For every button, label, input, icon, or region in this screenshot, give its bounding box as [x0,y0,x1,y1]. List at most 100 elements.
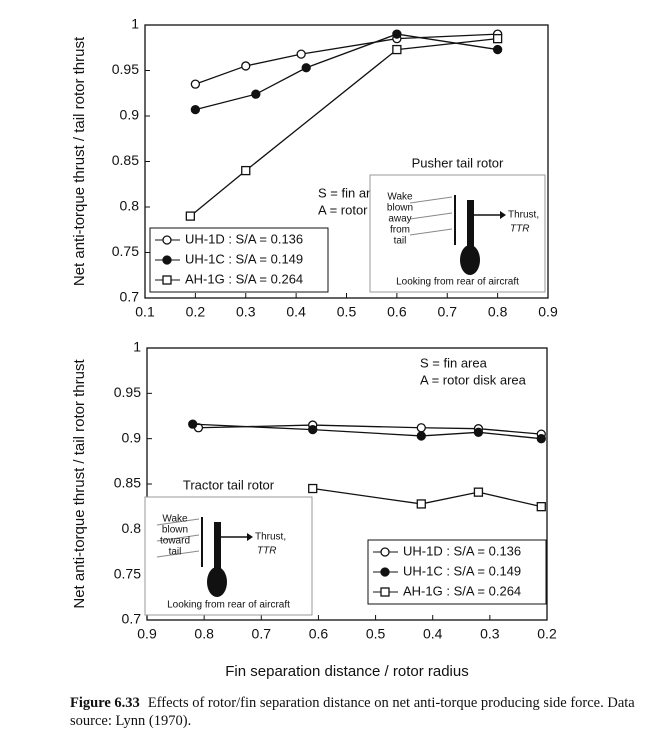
legend-label: AH-1G : S/A = 0.264 [403,583,521,598]
legend-marker [162,235,172,245]
x-tick-label: 0.5 [366,626,386,642]
arrow-head [247,533,253,541]
data-point [301,63,311,73]
legend-marker [380,567,390,577]
data-point [392,44,402,55]
inset-box [144,496,313,616]
annotation: S = fin area [318,185,386,200]
inset-label: Wake [162,514,188,525]
annotation: S = fin area [420,355,488,370]
series-line [189,38,498,217]
inset-label: away [388,214,411,225]
data-point [308,483,318,494]
x-tick-label: 0.9 [137,626,157,642]
data-point [492,34,503,44]
x-tick-label: 0.7 [252,626,272,642]
wake-arrow [156,550,200,558]
y-tick-label: 0.75 [112,243,139,259]
inset-label: blown [387,203,413,214]
y-tick-label: 0.75 [114,565,141,581]
fuselage [214,522,221,580]
legend-label: UH-1D : S/A = 0.136 [185,231,303,246]
inset-label: toward [160,536,190,547]
caption-text: Effects of rotor/fin separation distance… [70,695,635,729]
inset-label: from [390,225,410,236]
x-tick-label: 0.5 [337,304,357,320]
data-point [188,419,198,429]
series-line [195,33,498,85]
legend-marker [162,255,172,265]
legend-marker [380,587,390,597]
data-point [492,44,503,55]
wake-arrow [409,196,453,204]
y-tick-label: 0.9 [120,107,140,123]
arrow-head [500,211,506,219]
y-tick-label: 0.9 [122,429,142,445]
data-point [536,434,546,444]
data-point [185,211,195,221]
legend-label: UH-1D : S/A = 0.136 [403,543,521,558]
x-tick-label: 0.3 [480,626,500,642]
inset-label: blown [162,525,188,536]
x-tick-label: 0.8 [194,626,214,642]
data-point [392,29,402,39]
data-point [241,61,251,71]
y-axis-label: Net anti-torque thrust / tail rotor thru… [71,359,88,609]
data-point [416,431,426,441]
x-tick-label: 0.4 [423,626,443,642]
legend-label: AH-1G : S/A = 0.264 [185,271,303,286]
inset-footer: Looking from rear of aircraft [396,277,519,288]
data-point [190,104,201,115]
wake-arrow [156,518,200,526]
y-axis-label: Net anti-torque thrust / tail rotor thru… [71,36,88,286]
x-axis-label: Fin separation distance / rotor radius [225,663,468,680]
x-tick-label: 0.1 [135,304,155,320]
y-tick-label: 1 [131,16,139,32]
x-tick-label: 0.7 [438,304,458,320]
legend-marker [162,275,172,285]
legend-marker [380,547,390,557]
y-tick-label: 0.85 [114,475,141,491]
inset-label: tail [169,547,182,558]
data-point [296,49,306,59]
wake-arrow [156,534,200,542]
data-point [416,499,426,509]
legend-label: UH-1C : S/A = 0.149 [403,563,521,578]
series-line [312,487,542,508]
x-tick-label: 0.3 [236,304,256,320]
x-tick-label: 0.2 [186,304,206,320]
y-tick-label: 0.95 [114,384,141,400]
x-tick-label: 0.4 [286,304,306,320]
x-tick-label: 0.6 [309,626,329,642]
data-point [251,89,261,99]
figure: 0.7 0.75 0.8 0.85 0.9 0.95 1 0.1 0.2 0.3 0.4 0.5 0.6… [71,16,558,680]
data-point [416,423,426,433]
series-line [195,33,498,111]
inset-title: Pusher tail rotor [412,155,504,170]
x-tick-label: 0.2 [537,626,557,642]
inset-title: Tractor tail rotor [183,477,275,492]
y-tick-label: 0.8 [122,520,142,536]
thrust-label: Thrust, [255,532,286,543]
data-point [308,424,318,435]
caption-label: Figure 6.33 [70,695,140,711]
y-tick-label: 0.7 [120,289,140,305]
x-tick-label: 0.9 [538,304,558,320]
thrust-symbol: TTR [510,224,529,235]
y-tick-label: 1 [133,339,141,355]
y-tick-label: 0.95 [112,61,139,77]
legend-label: UH-1C : S/A = 0.149 [185,251,303,266]
fuselage-body [460,245,480,275]
thrust-label: Thrust, [508,210,539,221]
wake-arrow [409,212,453,220]
thrust-symbol: TTR [257,546,276,557]
y-tick-label: 0.85 [112,152,139,168]
inset-label: tail [394,236,407,247]
caption: Figure 6.33 Effects of rotor/fin separati… [70,694,640,730]
fuselage-body [207,567,227,597]
inset-box [369,174,546,293]
data-point [241,165,251,176]
inset-footer: Looking from rear of aircraft [167,600,290,611]
inset-label: Wake [387,192,413,203]
